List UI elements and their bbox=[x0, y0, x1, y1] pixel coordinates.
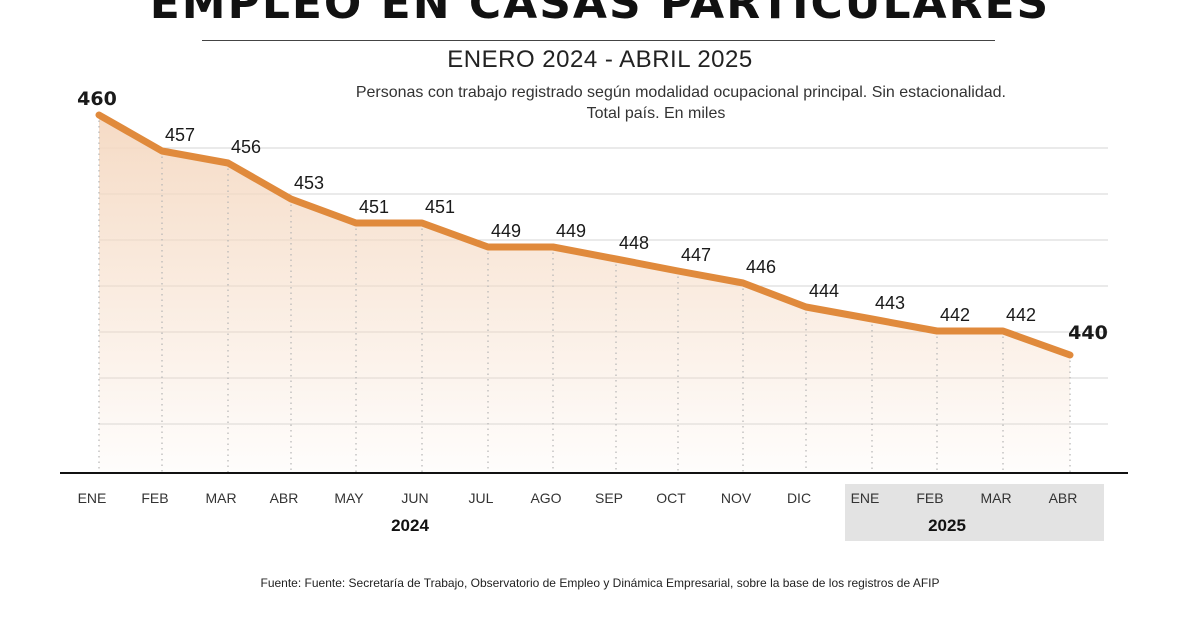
x-tick-label: JUL bbox=[469, 490, 494, 506]
x-tick-label: MAR bbox=[980, 490, 1011, 506]
x-tick-label: MAY bbox=[334, 490, 364, 506]
data-label: 453 bbox=[294, 173, 324, 193]
data-label: 447 bbox=[681, 245, 711, 265]
chart-subtitle: ENERO 2024 - ABRIL 2025 bbox=[447, 46, 753, 73]
data-label: 449 bbox=[491, 221, 521, 241]
data-label: 442 bbox=[1006, 305, 1036, 325]
data-label: 442 bbox=[940, 305, 970, 325]
data-label: 443 bbox=[875, 293, 905, 313]
data-label: 457 bbox=[165, 125, 195, 145]
data-label: 440 bbox=[1068, 322, 1108, 344]
year-label-2024: 2024 bbox=[391, 516, 429, 535]
year-label-2025: 2025 bbox=[928, 516, 966, 535]
year-band-2025 bbox=[845, 484, 1104, 541]
chart-description: Personas con trabajo registrado según mo… bbox=[306, 82, 1006, 124]
data-label: 451 bbox=[425, 197, 455, 217]
description-line-1: Personas con trabajo registrado según mo… bbox=[355, 84, 1006, 101]
data-label: 444 bbox=[809, 281, 839, 301]
chart-title: EMPLEO EN CASAS PARTICULARES bbox=[149, 0, 1051, 29]
x-tick-label: ABR bbox=[1049, 490, 1078, 506]
x-tick-label: ENE bbox=[851, 490, 880, 506]
data-label: 460 bbox=[77, 88, 117, 110]
data-label: 448 bbox=[619, 233, 649, 253]
x-tick-label: OCT bbox=[656, 490, 686, 506]
x-tick-label: SEP bbox=[595, 490, 623, 506]
area-fill bbox=[99, 115, 1070, 473]
x-tick-label: AGO bbox=[530, 490, 561, 506]
x-tick-label: JUN bbox=[401, 490, 428, 506]
x-tick-label: DIC bbox=[787, 490, 811, 506]
x-tick-label: NOV bbox=[721, 490, 752, 506]
x-tick-label: FEB bbox=[141, 490, 168, 506]
x-tick-label: MAR bbox=[205, 490, 236, 506]
data-label: 446 bbox=[746, 257, 776, 277]
data-label: 449 bbox=[556, 221, 586, 241]
series-line bbox=[95, 111, 1074, 359]
data-label: 456 bbox=[231, 137, 261, 157]
x-tick-label: ABR bbox=[270, 490, 299, 506]
source-note: Fuente: Fuente: Secretaría de Trabajo, O… bbox=[260, 576, 940, 590]
title-divider bbox=[202, 40, 995, 41]
description-line-2: Total país. En miles bbox=[586, 105, 726, 122]
data-label: 451 bbox=[359, 197, 389, 217]
x-tick-label: ENE bbox=[78, 490, 107, 506]
x-tick-label: FEB bbox=[916, 490, 943, 506]
